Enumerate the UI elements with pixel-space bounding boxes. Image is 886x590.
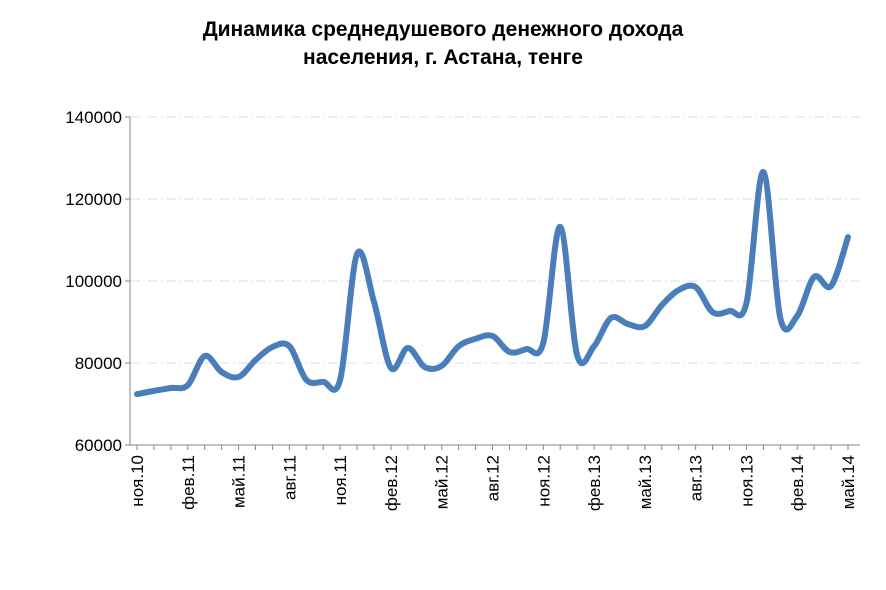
y-tick-label: 120000 [65,190,122,209]
y-tick-label: 100000 [65,272,122,291]
x-tick-label: ноя.10 [128,455,147,507]
x-tick-label: авг.13 [687,455,706,501]
x-tick-label: фев.11 [179,455,198,510]
y-tick-label: 60000 [75,436,122,455]
x-tick-label: ноя.13 [737,455,756,507]
x-tick-label: фев.13 [585,455,604,511]
y-tick-label: 140000 [65,108,122,127]
x-tick-label: ноя.12 [534,455,553,507]
chart-title: Динамика среднедушевого денежного дохода… [0,16,886,72]
chart-title-line-2: населения, г. Астана, тенге [303,46,583,69]
x-tick-label: ноя.11 [331,455,350,505]
y-tick-label: 80000 [75,354,122,373]
x-tick-label: май.12 [433,455,452,509]
x-tick-label: май.13 [636,455,655,509]
x-tick-label: май.14 [839,455,858,509]
x-tick-label: авг.12 [484,455,503,501]
x-tick-label: фев.14 [788,455,807,511]
x-tick-label: авг.11 [280,455,299,500]
chart-title-line-1: Динамика среднедушевого денежного дохода [202,18,684,41]
x-tick-label: май.11 [230,455,249,508]
series-line [134,168,851,398]
x-tick-label: фев.12 [382,455,401,511]
